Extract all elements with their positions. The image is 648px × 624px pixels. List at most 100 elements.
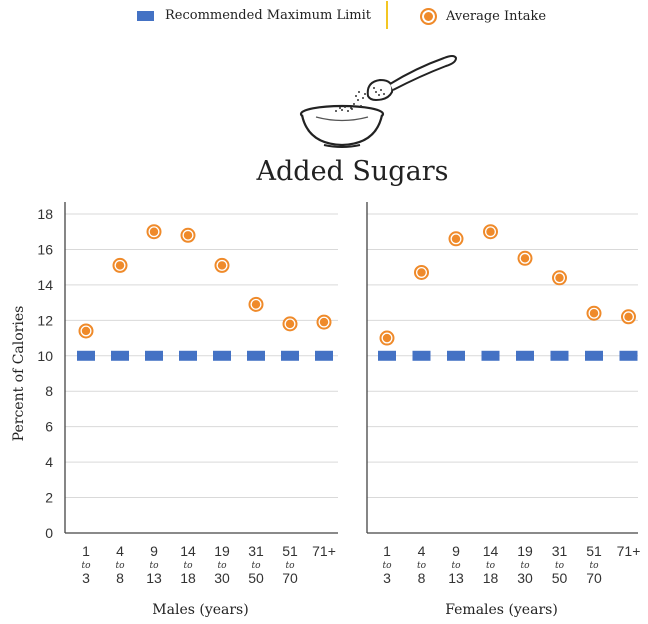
x-tick-label-bottom: 13 — [448, 570, 464, 586]
x-tick-label-to: to — [149, 561, 159, 571]
legend-item-intake: Average Intake — [420, 8, 546, 25]
intake-marker — [319, 317, 329, 327]
legend-limit-swatch — [137, 10, 154, 21]
x-tick-label-top: 31 — [552, 543, 568, 559]
y-tick-label: 16 — [37, 241, 53, 257]
limit-marker — [412, 350, 431, 361]
legend-intake-label: Average Intake — [446, 9, 547, 24]
x-tick-label-bottom: 50 — [248, 570, 264, 586]
limit-marker — [111, 350, 129, 361]
x-tick-label-top: 51 — [586, 543, 602, 559]
intake-marker — [520, 254, 530, 263]
x-tick-label-to: to — [251, 561, 261, 571]
x-tick-label-top: 4 — [418, 543, 426, 559]
x-tick-label-to: to — [285, 561, 295, 571]
legend-intake-swatch — [420, 8, 437, 25]
x-tick-label-top: 19 — [214, 543, 230, 559]
x-tick-label-top: 71+ — [312, 543, 336, 559]
x-tick-label-bottom: 70 — [282, 570, 298, 586]
x-tick-label-to: to — [417, 561, 427, 571]
intake-marker — [81, 326, 91, 336]
limit-marker — [145, 350, 163, 361]
limit-marker — [315, 350, 333, 361]
limit-marker — [447, 350, 465, 361]
limit-marker — [516, 350, 534, 361]
x-tick-label-top: 1 — [383, 543, 391, 559]
sugar-spoon-bowl-icon — [299, 55, 458, 148]
intake-marker — [451, 234, 461, 244]
limit-marker — [281, 350, 299, 361]
x-tick-label-top: 9 — [452, 543, 460, 559]
intake-marker — [251, 300, 261, 309]
y-tick-label: 8 — [45, 383, 53, 399]
x-tick-label-to: to — [81, 561, 91, 571]
x-tick-label-top: 31 — [248, 543, 264, 559]
intake-marker — [555, 273, 564, 282]
legend-limit-label: Recommended Maximum Limit — [165, 8, 371, 23]
x-tick-label-bottom: 13 — [146, 570, 162, 586]
limit-marker — [585, 350, 603, 361]
limit-marker — [378, 350, 396, 361]
x-tick-label-bottom: 70 — [586, 570, 602, 586]
y-tick-label: 10 — [37, 348, 53, 364]
intake-marker — [417, 268, 426, 277]
x-tick-label-top: 1 — [82, 543, 90, 559]
x-tick-label-bottom: 8 — [116, 570, 124, 586]
x-axis-title: Females (years) — [445, 602, 558, 618]
intake-marker — [183, 231, 193, 240]
x-tick-label-top: 51 — [282, 543, 298, 559]
x-tick-label-bottom: 18 — [483, 570, 499, 586]
y-axis-title: Percent of Calories — [11, 306, 27, 442]
y-tick-label: 0 — [45, 525, 53, 541]
x-tick-label-to: to — [486, 561, 496, 571]
x-tick-label-top: 9 — [150, 543, 158, 559]
x-tick-label-to: to — [183, 561, 193, 571]
intake-marker — [149, 227, 159, 236]
x-tick-label-top: 19 — [517, 543, 533, 559]
intake-marker — [382, 333, 392, 343]
x-tick-label-bottom: 3 — [383, 570, 391, 586]
intake-marker — [486, 227, 495, 236]
legend-item-limit: Recommended Maximum Limit — [137, 8, 371, 23]
x-tick-label-top: 14 — [483, 543, 499, 559]
intake-marker — [624, 312, 633, 321]
x-tick-label-bottom: 30 — [214, 570, 230, 586]
x-tick-label-to: to — [451, 561, 461, 571]
intake-marker — [285, 319, 295, 329]
intake-marker — [589, 309, 599, 318]
chart-title: Added Sugars — [256, 156, 449, 187]
y-tick-label: 12 — [37, 312, 53, 328]
legend-divider — [386, 1, 388, 29]
x-tick-label-bottom: 50 — [552, 570, 568, 586]
x-tick-label-bottom: 18 — [180, 570, 196, 586]
intake-marker — [115, 261, 125, 270]
limit-marker — [247, 350, 265, 361]
y-tick-label: 14 — [37, 277, 53, 293]
x-tick-label-to: to — [115, 561, 125, 571]
x-tick-label-to: to — [520, 561, 530, 571]
limit-marker — [77, 350, 95, 361]
legend: Recommended Maximum Limit Average Intake — [0, 0, 648, 34]
limit-marker — [213, 350, 231, 361]
x-tick-label-top: 14 — [180, 543, 196, 559]
x-tick-label-to: to — [217, 561, 227, 571]
x-tick-label-bottom: 3 — [82, 570, 90, 586]
y-tick-label: 18 — [37, 206, 53, 222]
limit-marker — [619, 350, 638, 361]
x-tick-label-to: to — [555, 561, 565, 571]
x-axis-title: Males (years) — [152, 602, 248, 618]
y-tick-label: 6 — [45, 419, 53, 435]
x-tick-label-bottom: 8 — [418, 570, 426, 586]
x-tick-label-to: to — [589, 561, 599, 571]
x-tick-label-top: 4 — [116, 543, 124, 559]
limit-marker — [550, 350, 569, 361]
x-tick-label-to: to — [382, 561, 392, 571]
x-tick-label-bottom: 30 — [517, 570, 533, 586]
y-tick-label: 4 — [45, 454, 53, 470]
x-tick-label-top: 71+ — [617, 543, 641, 559]
intake-marker — [217, 261, 227, 270]
y-tick-label: 2 — [45, 490, 53, 506]
limit-marker — [481, 350, 500, 361]
limit-marker — [179, 350, 197, 361]
